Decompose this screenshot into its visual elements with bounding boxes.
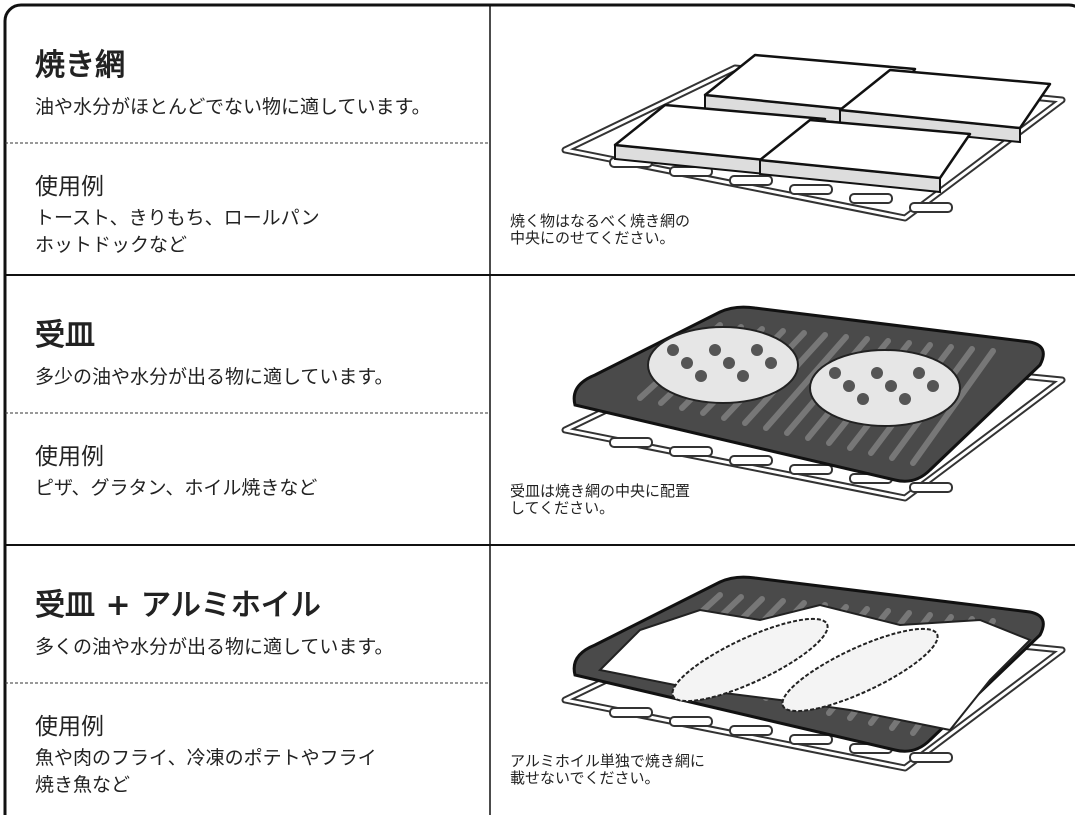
example-heading: 使用例 [35, 174, 104, 200]
rack-foot [609, 707, 653, 718]
rack-foot [729, 455, 773, 466]
illustration [561, 305, 1066, 502]
rack-foot [729, 175, 773, 186]
topping [885, 380, 897, 392]
topping [857, 393, 869, 405]
topping [723, 357, 735, 369]
topping [913, 367, 925, 379]
caption-line: してください。 [510, 499, 615, 517]
illustration [561, 575, 1066, 772]
toast-top [758, 118, 972, 180]
topping [695, 370, 707, 382]
topping [899, 393, 911, 405]
toast-top [838, 68, 1052, 130]
row-title: 受皿 [35, 318, 95, 353]
rack-foot [609, 437, 653, 448]
rack-foot [789, 464, 833, 475]
illustration [561, 53, 1066, 222]
topping [765, 357, 777, 369]
row-description: 多くの油や水分が出る物に適しています。 [35, 636, 394, 658]
rack-foot [909, 202, 953, 213]
example-line: 焼き魚など [35, 774, 131, 796]
topping [681, 357, 693, 369]
topping [927, 380, 939, 392]
topping [843, 380, 855, 392]
topping [667, 344, 679, 356]
topping [737, 370, 749, 382]
tray-ridge [763, 334, 849, 431]
row-description: 油や水分がほとんどでない物に適しています。 [35, 96, 431, 118]
fried-shrimp [781, 627, 939, 713]
rack-frame-inner [563, 66, 1064, 220]
rack-foot [669, 716, 713, 727]
caption-line: 焼く物はなるべく焼き網の [510, 212, 691, 230]
rack-foot [909, 482, 953, 493]
example-line: ホットドックなど [35, 234, 188, 256]
example-line: 魚や肉のフライ、冷凍のポテトやフライ [35, 747, 377, 769]
tray-ridge [910, 348, 996, 466]
row-title: 受皿 + アルミホイル [35, 588, 321, 623]
rack-foot [729, 725, 773, 736]
caption-line: 受皿は焼き網の中央に配置 [510, 482, 691, 500]
example-heading: 使用例 [35, 714, 104, 740]
rack-foot [849, 193, 893, 204]
caption-line: 載せないでください。 [510, 769, 660, 787]
rack-foot [789, 734, 833, 745]
rack-foot [909, 752, 953, 763]
topping [709, 344, 721, 356]
caption-line: アルミホイル単独で焼き網に [510, 752, 705, 770]
rack-foot [669, 446, 713, 457]
example-line: トースト、きりもち、ロールパン [35, 207, 320, 229]
topping [829, 367, 841, 379]
row-title: 焼き網 [35, 48, 125, 83]
topping [751, 344, 763, 356]
topping [871, 367, 883, 379]
example-line: ピザ、グラタン、ホイル焼きなど [35, 477, 318, 499]
example-heading: 使用例 [35, 444, 104, 470]
outer-border [3, 3, 1075, 815]
rack-foot [789, 184, 833, 195]
row-description: 多少の油や水分が出る物に適しています。 [35, 366, 394, 388]
caption-line: 中央にのせてください。 [510, 229, 675, 247]
fried-shrimp [671, 617, 829, 703]
